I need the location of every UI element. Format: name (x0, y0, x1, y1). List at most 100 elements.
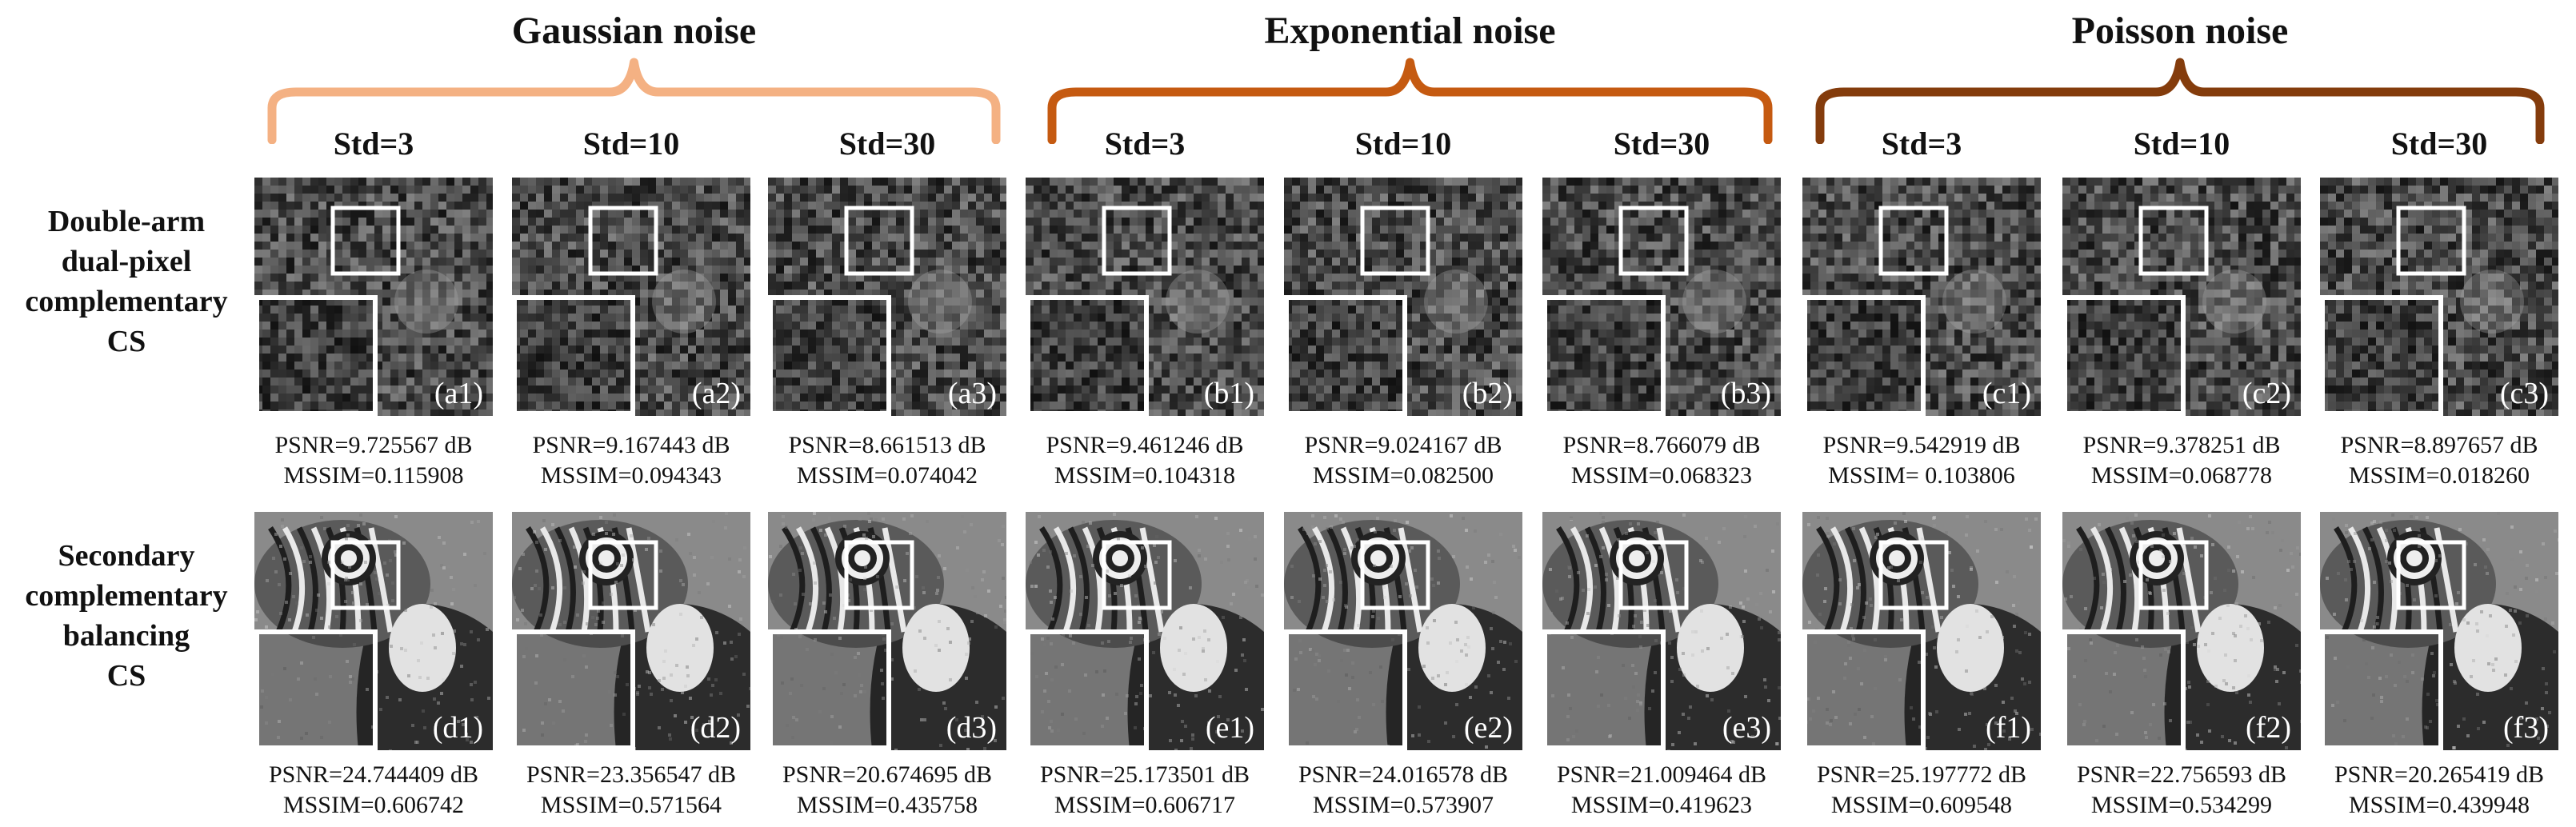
row-label: Secondary complementary balancing CS (6, 536, 246, 696)
zoom-region-box (2396, 206, 2466, 276)
metric-block: PSNR=23.356547 dB MSSIM=0.571564 (499, 760, 763, 821)
zoom-region-box (1102, 206, 1172, 276)
subfigure-label: (f1) (1986, 711, 2031, 745)
zoom-region-box (1878, 540, 1949, 610)
zoom-inset (254, 295, 378, 416)
psnr-value: PSNR=9.542919 dB (1822, 432, 2021, 458)
result-image: (b2) (1284, 178, 1522, 416)
mssim-value: MSSIM=0.115908 (283, 462, 464, 489)
noisy-reconstruction (768, 178, 1006, 416)
metric-block: PSNR=9.167443 dB MSSIM=0.094343 (499, 430, 763, 491)
result-image: (f2) (2062, 512, 2301, 750)
mssim-value: MSSIM=0.573907 (1312, 792, 1494, 818)
noisy-reconstruction (512, 178, 750, 416)
column-header: Std=3 (333, 126, 414, 162)
zoom-inset (2320, 629, 2443, 750)
subfigure-label: (b1) (1203, 377, 1254, 410)
metric-block: PSNR=22.756593 dB MSSIM=0.534299 (2050, 760, 2314, 821)
zoom-region-box (1102, 540, 1172, 610)
zoom-inset (1284, 629, 1407, 750)
psnr-value: PSNR=25.197772 dB (1817, 761, 2026, 788)
subfigure-label: (a1) (434, 377, 483, 410)
parrot-reconstruction (1802, 512, 2041, 750)
zoom-region-box (1360, 206, 1430, 276)
mssim-value: MSSIM=0.435758 (796, 792, 978, 818)
mssim-value: MSSIM=0.068778 (2090, 462, 2273, 489)
psnr-value: PSNR=24.016578 dB (1298, 761, 1508, 788)
result-image: (d1) (254, 512, 493, 750)
zoom-inset (512, 629, 635, 750)
column-header: Std=30 (2390, 126, 2488, 162)
subfigure-label: (f2) (2246, 711, 2291, 745)
parrot-reconstruction (512, 512, 750, 750)
metric-block: PSNR=9.725567 dB MSSIM=0.115908 (242, 430, 506, 491)
zoom-inset (2320, 295, 2443, 416)
psnr-value: PSNR=20.265419 dB (2334, 761, 2544, 788)
metric-block: PSNR=24.744409 dB MSSIM=0.606742 (242, 760, 506, 821)
column-header: Std=3 (1881, 126, 1962, 162)
result-image: (c3) (2320, 178, 2558, 416)
mssim-value: MSSIM=0.094343 (540, 462, 722, 489)
zoom-inset (1284, 295, 1407, 416)
psnr-value: PSNR=25.173501 dB (1040, 761, 1250, 788)
subfigure-label: (e1) (1205, 711, 1254, 745)
result-image: (c1) (1802, 178, 2041, 416)
mssim-value: MSSIM=0.082500 (1312, 462, 1494, 489)
zoom-region-box (1618, 540, 1689, 610)
row-label-line: dual-pixel (61, 245, 192, 278)
subfigure-label: (f3) (2503, 711, 2549, 745)
group-title: Gaussian noise (511, 10, 757, 52)
result-image: (a1) (254, 178, 493, 416)
mssim-value: MSSIM=0.074042 (796, 462, 978, 489)
subfigure-label: (e3) (1722, 711, 1771, 745)
curly-brace (267, 58, 1001, 144)
metric-block: PSNR=25.197772 dB MSSIM=0.609548 (1790, 760, 2054, 821)
zoom-inset (1542, 629, 1666, 750)
zoom-region-box (330, 206, 401, 276)
result-image: (c2) (2062, 178, 2301, 416)
psnr-value: PSNR=9.725567 dB (274, 432, 473, 458)
result-image: (b3) (1542, 178, 1781, 416)
row-label: Double-arm dual-pixel complementary CS (6, 202, 246, 362)
zoom-inset (1026, 295, 1149, 416)
metric-block: PSNR=8.661513 dB MSSIM=0.074042 (755, 430, 1019, 491)
curly-brace (1047, 58, 1773, 144)
zoom-region-box (588, 206, 658, 276)
curly-brace (1815, 58, 2545, 144)
metric-block: PSNR=8.897657 dB MSSIM=0.018260 (2307, 430, 2571, 491)
psnr-value: PSNR=8.766079 dB (1562, 432, 1761, 458)
metric-block: PSNR=20.674695 dB MSSIM=0.435758 (755, 760, 1019, 821)
result-image: (f1) (1802, 512, 2041, 750)
zoom-inset (1802, 295, 1926, 416)
noisy-reconstruction (1284, 178, 1522, 416)
result-image: (a3) (768, 178, 1006, 416)
metric-block: PSNR=9.542919 dB MSSIM= 0.103806 (1790, 430, 2054, 491)
zoom-region-box (844, 206, 914, 276)
subfigure-label: (d2) (690, 711, 741, 745)
parrot-reconstruction (2062, 512, 2301, 750)
column-header: Std=10 (2133, 126, 2230, 162)
noisy-reconstruction (1542, 178, 1781, 416)
row-label-line: balancing (62, 619, 190, 653)
zoom-inset (2062, 629, 2186, 750)
zoom-inset (1542, 295, 1666, 416)
zoom-inset (2062, 295, 2186, 416)
subfigure-label: (c1) (1982, 377, 2031, 410)
result-image: (d2) (512, 512, 750, 750)
row-label-line: Double-arm (47, 205, 206, 238)
parrot-reconstruction (768, 512, 1006, 750)
subfigure-label: (d3) (946, 711, 997, 745)
subfigure-label: (c3) (2499, 377, 2549, 410)
metric-block: PSNR=9.024167 dB MSSIM=0.082500 (1271, 430, 1535, 491)
zoom-region-box (1618, 206, 1689, 276)
mssim-value: MSSIM=0.534299 (2090, 792, 2273, 818)
psnr-value: PSNR=24.744409 dB (269, 761, 478, 788)
zoom-inset (768, 295, 891, 416)
metric-block: PSNR=9.461246 dB MSSIM=0.104318 (1013, 430, 1277, 491)
result-image: (e1) (1026, 512, 1264, 750)
mssim-value: MSSIM=0.609548 (1830, 792, 2013, 818)
zoom-inset (1026, 629, 1149, 750)
noisy-reconstruction (1802, 178, 2041, 416)
mssim-value: MSSIM=0.606717 (1054, 792, 1236, 818)
